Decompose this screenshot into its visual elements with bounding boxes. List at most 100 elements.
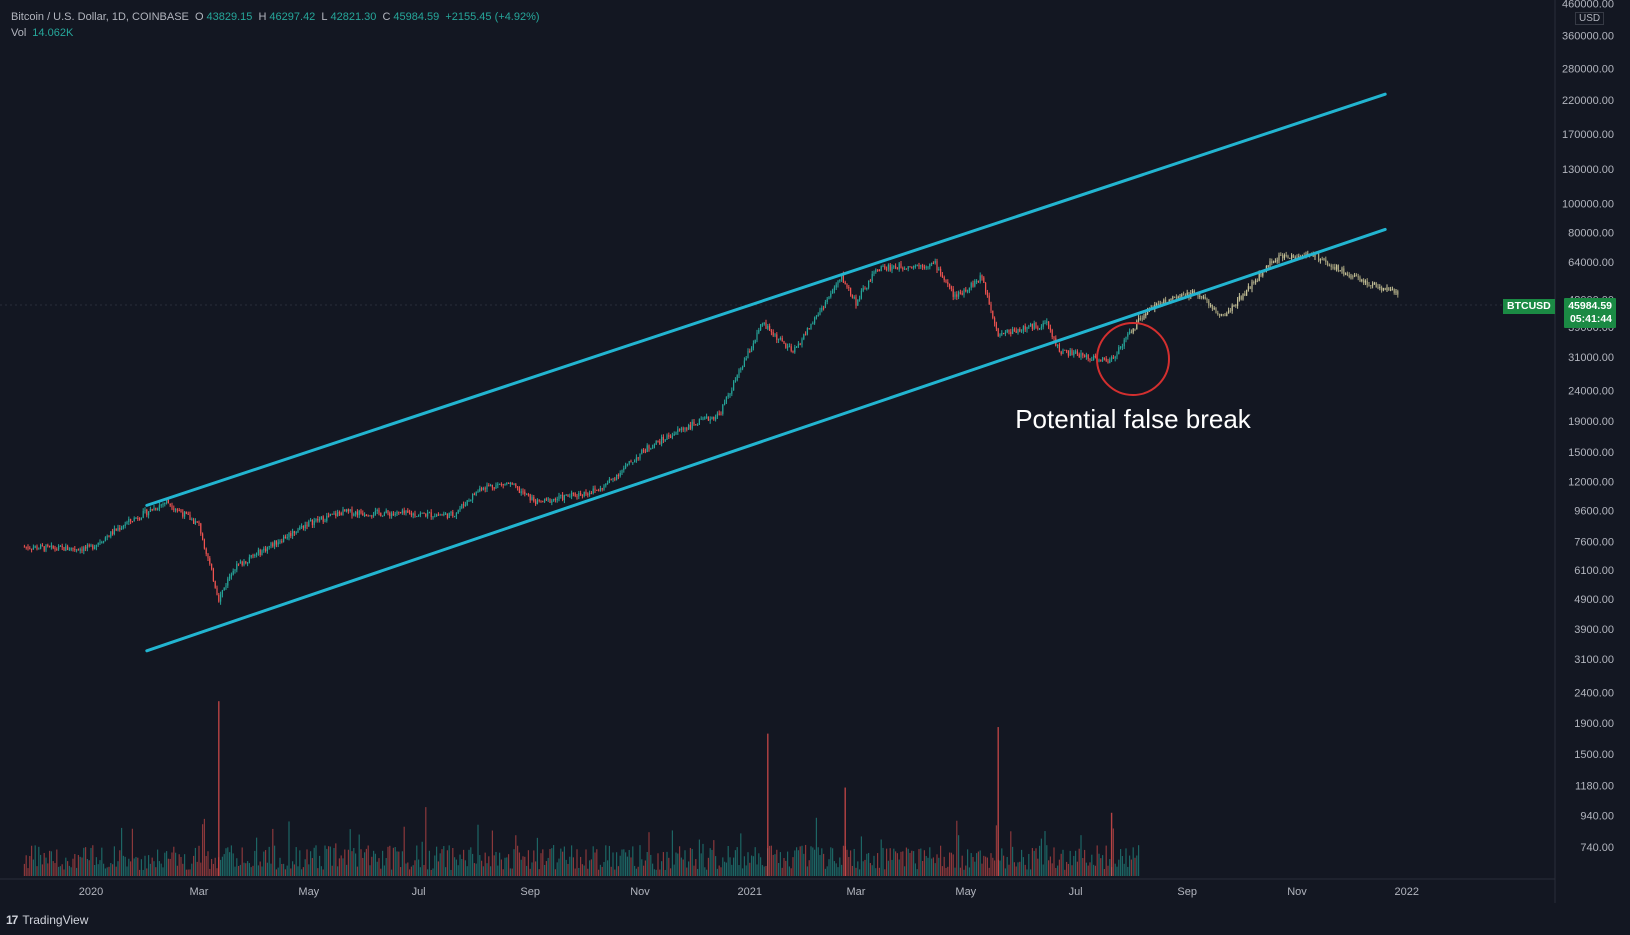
candle-body	[823, 307, 825, 309]
volume-bar	[859, 869, 861, 876]
close-label: C	[382, 11, 391, 23]
volume-bar	[351, 851, 353, 876]
volume-bar	[481, 860, 483, 876]
candle-body	[108, 536, 110, 538]
volume-bar	[329, 846, 331, 876]
candle-body	[1084, 355, 1086, 357]
volume-bar	[995, 825, 997, 876]
candle-body	[367, 515, 369, 517]
price-axis[interactable]: 460000.00 360000.00 280000.00 220000.00 1700…	[1562, 0, 1614, 854]
time-axis[interactable]: 2020 Mar May Jul Sep Nov 2021 Mar May Jul Sep Nov 20…	[79, 886, 1419, 898]
price-tick-label: 31000.00	[1568, 352, 1614, 364]
volume-bar	[1051, 863, 1053, 876]
volume-bar	[799, 846, 801, 876]
volume-bar	[302, 867, 304, 876]
volume-bar	[1123, 863, 1125, 876]
candle-body	[526, 494, 528, 496]
tradingview-brand[interactable]: 17 TradingView	[6, 913, 88, 927]
candle-body	[1111, 357, 1113, 360]
volume-bar	[905, 847, 907, 876]
candle-body	[1199, 296, 1201, 298]
volume-bar	[148, 855, 150, 876]
volume-bar	[400, 867, 402, 876]
price-tick-label: 12000.00	[1568, 476, 1614, 488]
candle-body	[650, 448, 652, 450]
candle-body	[502, 483, 504, 486]
volume-bar	[992, 857, 994, 876]
volume-bar	[1121, 856, 1123, 876]
candle-body	[1366, 280, 1368, 285]
volume-bar	[279, 857, 281, 876]
candle-body	[560, 494, 562, 496]
candle-body	[738, 369, 740, 376]
candle-body	[1067, 350, 1069, 356]
candle-body	[1330, 265, 1332, 267]
candle-body	[104, 537, 106, 542]
volume-bar	[290, 868, 292, 876]
candle-body	[70, 547, 72, 550]
candle-body	[1003, 333, 1005, 335]
channel-lines[interactable]	[145, 92, 1387, 653]
candle-body	[635, 457, 637, 461]
volume-bar	[788, 866, 790, 876]
volume-bar	[940, 845, 942, 876]
candle-body	[92, 545, 94, 549]
candle-body	[968, 287, 970, 291]
false-break-circle[interactable]	[1096, 322, 1170, 396]
candle-body	[1136, 320, 1138, 330]
candle-body	[814, 317, 816, 324]
candle-body	[839, 279, 841, 281]
candle-body	[448, 512, 450, 519]
volume-bar	[367, 845, 369, 876]
candle-body	[1082, 353, 1084, 356]
candle-body	[288, 533, 290, 538]
volume-bar	[733, 857, 735, 876]
candle-body	[788, 346, 790, 348]
volume-bar	[810, 846, 812, 876]
volume-bar	[1073, 855, 1075, 876]
candle-body	[1256, 280, 1258, 282]
volume-bar	[929, 847, 931, 876]
volume-bar	[1084, 849, 1086, 876]
candle-body	[146, 509, 148, 516]
annotation-text[interactable]: Potential false break	[1015, 404, 1252, 434]
volume-bar	[398, 851, 400, 876]
volume-bar	[1042, 864, 1044, 876]
volume-bar	[155, 867, 157, 876]
volume-bar	[187, 869, 189, 876]
volume-bar	[437, 861, 439, 876]
volume-bar	[457, 865, 459, 876]
candle-body	[781, 338, 783, 341]
volume-bar	[652, 863, 654, 876]
volume-bar	[58, 866, 60, 876]
candle-body	[535, 501, 537, 505]
volume-bar	[909, 852, 911, 876]
candle-body	[220, 594, 222, 602]
candle-body	[590, 493, 592, 495]
candle-body	[1233, 304, 1235, 306]
candle-body	[985, 282, 987, 293]
candle-body	[1382, 287, 1384, 291]
currency-label[interactable]: USD	[1575, 12, 1605, 25]
candle-body	[184, 511, 186, 517]
candle-body	[403, 510, 405, 514]
candle-body	[1107, 361, 1109, 363]
channel-line-lower[interactable]	[145, 227, 1387, 653]
volume-bar	[646, 852, 648, 876]
candle-body	[335, 513, 337, 516]
volume-bar	[135, 856, 137, 876]
volume-bar	[886, 848, 888, 876]
volume-bar	[594, 852, 596, 876]
volume-bar	[977, 851, 979, 876]
volume-bar	[720, 867, 722, 876]
candle-body	[77, 549, 79, 551]
volume-bar	[500, 859, 502, 876]
candle-body	[709, 418, 711, 421]
candle-body	[722, 404, 724, 414]
candle-body	[576, 496, 578, 498]
candle-body	[76, 549, 78, 551]
candle-body	[770, 330, 772, 333]
candle-body	[322, 516, 324, 522]
channel-line-upper[interactable]	[145, 92, 1387, 507]
